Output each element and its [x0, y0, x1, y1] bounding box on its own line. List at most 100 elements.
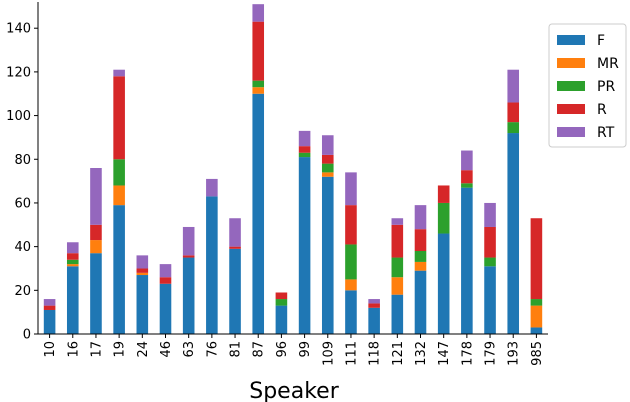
bar-147-F	[437, 233, 450, 334]
x-tick-label: 81	[229, 341, 244, 358]
bar-16-PR	[66, 259, 79, 265]
bar-63-RT	[182, 226, 195, 256]
bar-63-F	[182, 257, 195, 334]
bar-96-R	[275, 292, 288, 300]
bar-16-R	[66, 253, 79, 260]
bar-96-PR	[275, 299, 288, 306]
bar-109-RT	[321, 135, 334, 155]
x-tick-label: 179	[484, 341, 499, 366]
bar-19-MR	[113, 185, 125, 206]
bar-109-MR	[321, 172, 334, 177]
y-tick-label: 100	[6, 109, 31, 124]
bar-16-MR	[66, 264, 79, 267]
bar-193-F	[507, 133, 520, 334]
bar-16-RT	[66, 242, 79, 254]
bar-87-F	[252, 93, 265, 335]
x-tick-label: 147	[437, 341, 452, 366]
x-tick-label: 17	[89, 341, 104, 358]
bar-111-F	[345, 290, 357, 334]
bar-178-R	[461, 170, 473, 184]
y-tick-label: 140	[6, 22, 31, 37]
y-tick-label: 80	[14, 153, 31, 168]
bar-99-PR	[298, 152, 311, 158]
y-tick-label: 120	[6, 65, 31, 80]
bar-179-R	[484, 226, 496, 258]
bar-17-RT	[90, 168, 102, 225]
bar-147-PR	[437, 202, 450, 234]
legend-swatch-F	[557, 35, 585, 45]
legend-label-MR: MR	[597, 56, 619, 72]
x-tick-label: 96	[275, 341, 290, 358]
legend-swatch-RT	[557, 127, 585, 137]
legend-swatch-R	[557, 104, 585, 114]
bar-118-F	[368, 307, 380, 334]
bar-63-R	[182, 255, 195, 258]
x-tick-label: 121	[391, 341, 406, 366]
bar-121-PR	[391, 257, 404, 278]
x-tick-label: 109	[321, 341, 336, 366]
bar-109-F	[321, 176, 334, 334]
bar-81-RT	[229, 218, 241, 247]
legend-label-PR: PR	[597, 79, 615, 95]
bar-16-F	[66, 266, 79, 334]
bar-147-R	[437, 185, 450, 203]
bar-178-RT	[461, 150, 473, 171]
bar-19-R	[113, 76, 125, 160]
bar-118-RT	[368, 299, 380, 304]
bar-76-RT	[206, 178, 218, 197]
legend-label-R: R	[597, 102, 607, 118]
plot-area	[43, 4, 543, 335]
bar-87-MR	[252, 87, 265, 94]
x-tick-label: 24	[136, 341, 151, 358]
bar-24-F	[136, 275, 149, 334]
bar-24-MR	[136, 272, 149, 276]
x-tick-label: 132	[414, 341, 429, 366]
bar-19-F	[113, 205, 125, 334]
bar-132-MR	[414, 261, 427, 271]
bar-193-PR	[507, 122, 520, 134]
bar-10-F	[43, 309, 56, 334]
bar-99-F	[298, 157, 311, 334]
bar-109-R	[321, 154, 334, 164]
legend-label-F: F	[597, 33, 605, 49]
bar-121-F	[391, 294, 404, 334]
bar-121-RT	[391, 218, 404, 225]
x-tick-label: 985	[530, 341, 545, 366]
bar-179-PR	[484, 257, 496, 267]
bar-179-F	[484, 266, 496, 334]
bar-985-PR	[530, 299, 543, 306]
x-axis-title: Speaker	[249, 379, 339, 402]
x-tick-label: 16	[66, 341, 81, 358]
bar-132-F	[414, 270, 427, 334]
bar-10-RT	[43, 299, 56, 306]
bar-87-RT	[252, 4, 265, 22]
bar-87-R	[252, 21, 265, 81]
bar-132-RT	[414, 205, 427, 230]
bar-193-RT	[507, 69, 520, 103]
x-tick-label: 63	[182, 341, 197, 358]
x-axis: 10 16 17 19 24 46 63 76 81 87 96 99 109 111 118 121 132 1…	[38, 333, 548, 366]
legend-swatch-PR	[557, 81, 585, 91]
bar-179-RT	[484, 202, 496, 227]
bar-178-F	[461, 187, 473, 334]
x-tick-label: 99	[298, 341, 313, 358]
y-tick-label: 20	[14, 284, 31, 299]
y-axis: 0 20 40 60 80 100 120 140	[6, 2, 39, 343]
bar-121-R	[391, 224, 404, 258]
bar-109-PR	[321, 163, 334, 173]
bar-46-F	[159, 283, 172, 334]
x-tick-label: 178	[460, 341, 475, 366]
bar-111-PR	[345, 244, 357, 280]
bar-81-R	[229, 246, 241, 249]
legend-frame	[548, 23, 627, 148]
bar-17-F	[90, 253, 102, 334]
bar-111-R	[345, 205, 357, 245]
bar-87-PR	[252, 80, 265, 88]
bar-111-MR	[345, 279, 357, 291]
bar-17-MR	[90, 240, 102, 254]
legend-swatch-MR	[557, 58, 585, 68]
legend-label-RT: RT	[597, 125, 615, 141]
bar-193-R	[507, 102, 520, 123]
bar-121-MR	[391, 277, 404, 295]
